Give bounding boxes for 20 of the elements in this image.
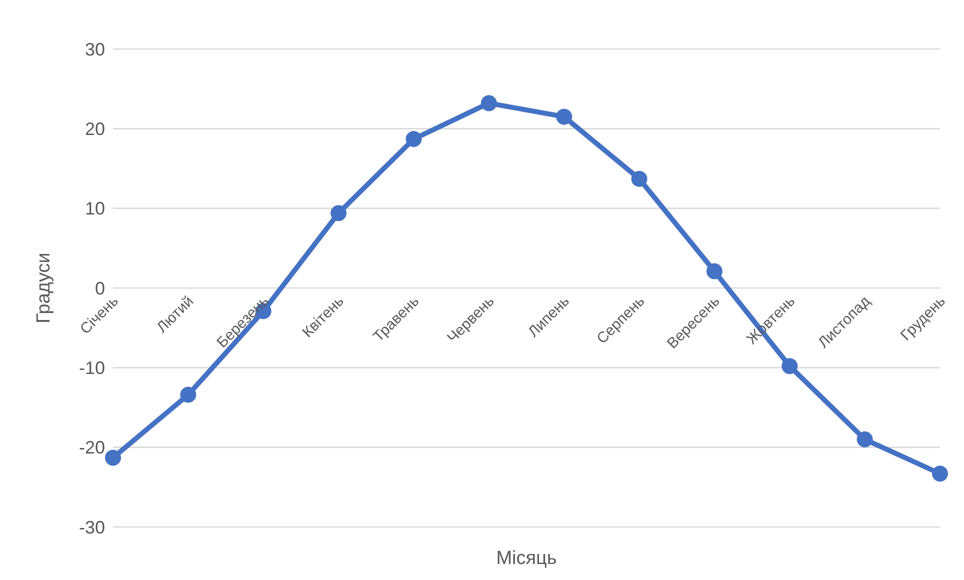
- y-tick-label: 0: [94, 278, 105, 298]
- x-axis-title: Місяць: [496, 548, 557, 569]
- y-tick-label: -30: [78, 517, 105, 538]
- point: [556, 108, 572, 125]
- point: [480, 95, 497, 112]
- point: [932, 466, 948, 482]
- point: [105, 450, 121, 466]
- point: [706, 263, 722, 280]
- y-tick-label: -20: [78, 438, 105, 458]
- y-axis-title: Градуси: [34, 252, 55, 324]
- y-tick-label: -10: [78, 358, 105, 378]
- y-tick-label: 10: [84, 198, 105, 219]
- y-tick-label: 30: [84, 39, 105, 60]
- point: [856, 431, 873, 448]
- point: [330, 205, 347, 222]
- point: [631, 170, 648, 187]
- point: [180, 386, 196, 403]
- point: [406, 131, 422, 148]
- y-tick-label: 20: [84, 119, 105, 140]
- point: [782, 358, 798, 374]
